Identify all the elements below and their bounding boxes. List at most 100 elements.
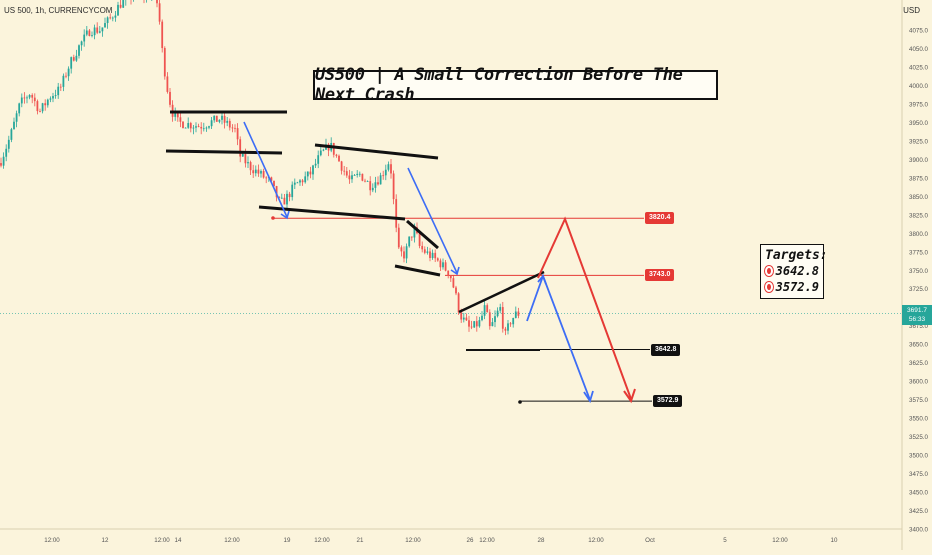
candle-body — [358, 173, 361, 175]
time-axis[interactable]: 12:00 12 12:00 14 12:00 19 12:00 21 12:00 26 12:00… — [44, 537, 838, 544]
y-tick-label: 3750.0 — [909, 268, 928, 275]
y-tick-label: 3725.0 — [909, 286, 928, 293]
y-tick-label: 3575.0 — [909, 397, 928, 404]
wedge-bottom-3[interactable] — [394, 264, 441, 277]
symbol-label[interactable]: US 500, 1h, CURRENCYCOM — [4, 6, 113, 15]
candle-body — [262, 171, 265, 178]
y-tick-label: 3550.0 — [909, 416, 928, 423]
candle-body — [80, 41, 83, 46]
channel-top-2[interactable] — [314, 143, 439, 160]
wedge-top-3[interactable] — [406, 219, 439, 250]
candle-body — [353, 175, 356, 176]
candle-body — [421, 245, 424, 250]
x-tick-label: 14 — [175, 537, 182, 544]
x-tick-label: 28 — [538, 537, 545, 544]
candle-body — [286, 193, 288, 205]
candle-body — [494, 316, 496, 323]
candle-body — [332, 142, 335, 155]
target-icon — [765, 266, 773, 276]
candle-body — [319, 150, 322, 156]
candle-body — [244, 153, 247, 164]
candle-body — [462, 317, 465, 320]
candle-body — [405, 246, 408, 259]
candle-body — [335, 154, 338, 156]
candle-body — [403, 251, 405, 259]
x-tick-label: 12:00 — [588, 537, 604, 544]
x-tick-label: 12:00 — [224, 537, 240, 544]
candle-body — [429, 251, 431, 259]
y-tick-label: 3825.0 — [909, 212, 928, 219]
y-tick-label: 3650.0 — [909, 342, 928, 349]
candle-body — [361, 173, 364, 181]
candle-body — [460, 312, 463, 320]
candle-body — [200, 126, 203, 129]
candle-body — [169, 91, 171, 105]
candle-body — [296, 182, 299, 184]
candle-body — [473, 321, 476, 328]
blue-arrow-1[interactable] — [243, 121, 288, 218]
target-1-value: 3642.8 — [775, 264, 819, 278]
candle-body — [309, 171, 312, 175]
candle-body — [33, 97, 36, 102]
candle-body — [504, 328, 507, 331]
candle-body — [483, 305, 486, 316]
x-tick-label: 26 — [467, 537, 474, 544]
candle-body — [408, 236, 411, 247]
chart-title: US500 | A Small Correction Before The Ne… — [313, 65, 718, 105]
candle-body — [75, 55, 78, 61]
price-axis[interactable]: 3400.0 3425.0 3450.0 3475.0 3500.0 3525.0 3550… — [909, 28, 928, 534]
candle-body — [312, 165, 314, 175]
level-label-3642: 3642.8 — [651, 343, 681, 356]
candle-body — [236, 128, 239, 140]
candle-body — [275, 186, 278, 198]
candle-body — [478, 320, 481, 327]
candle-body — [31, 95, 34, 98]
candle-body — [179, 117, 182, 122]
candle-body — [65, 75, 67, 77]
candle-body — [202, 128, 205, 130]
candle-body — [512, 317, 515, 325]
candle-body — [91, 35, 93, 36]
candle-body — [273, 180, 275, 187]
level-label-3820: 3820.4 — [645, 212, 675, 225]
y-tick-label: 4075.0 — [909, 28, 928, 35]
candle-body — [85, 30, 88, 35]
candle-body — [306, 171, 309, 177]
candlestick-series — [0, 0, 520, 336]
candle-body — [239, 139, 242, 157]
candle-body — [400, 247, 403, 252]
candle-body — [111, 17, 114, 19]
candle-body — [434, 252, 437, 259]
candle-body — [15, 113, 18, 122]
candle-body — [457, 293, 460, 313]
rising-flag-line[interactable] — [458, 270, 545, 314]
red-projection[interactable] — [537, 216, 632, 400]
candle-body — [46, 99, 49, 106]
candle-body — [205, 127, 208, 129]
candle-body — [0, 163, 2, 166]
candle-body — [491, 322, 494, 327]
candle-body — [5, 148, 8, 157]
candle-body — [215, 115, 218, 122]
candle-body — [234, 127, 236, 129]
candle-body — [163, 48, 166, 77]
candle-body — [369, 181, 372, 191]
x-tick-label: 21 — [357, 537, 364, 544]
candle-body — [195, 126, 197, 128]
y-tick-label: 3875.0 — [909, 175, 928, 182]
blue-arrow-2[interactable] — [407, 167, 458, 274]
candle-body — [488, 312, 491, 327]
y-tick-label: 3525.0 — [909, 434, 928, 441]
x-tick-label: Oct — [645, 537, 655, 544]
candle-body — [70, 57, 73, 69]
candle-body — [117, 4, 119, 16]
candle-body — [447, 270, 450, 276]
candle-body — [119, 4, 122, 8]
candle-body — [426, 251, 429, 253]
candle-body — [176, 112, 179, 118]
y-tick-label: 3500.0 — [909, 453, 928, 460]
candle-body — [93, 27, 96, 36]
range-bottom-1[interactable] — [165, 149, 283, 155]
candle-body — [101, 27, 104, 32]
